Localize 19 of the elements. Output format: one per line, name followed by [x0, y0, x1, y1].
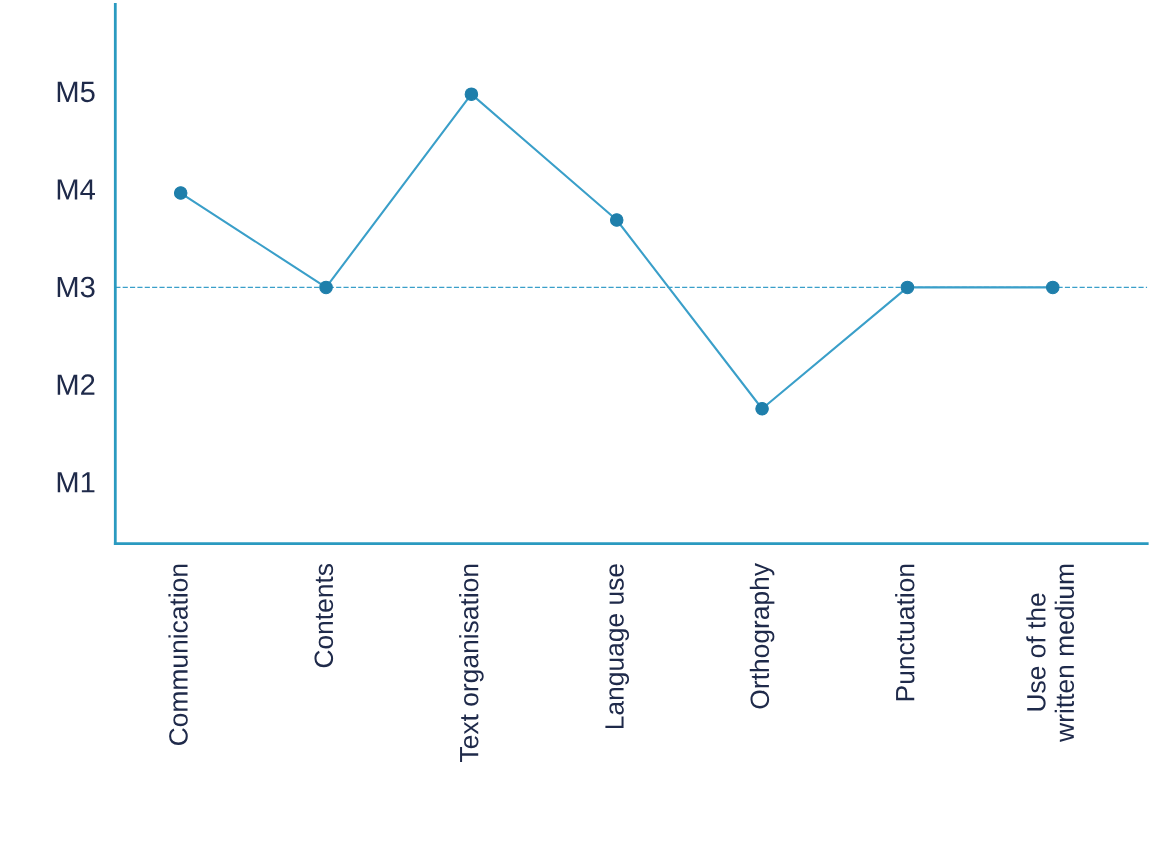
- point: [1045, 280, 1060, 295]
- x-tick-label: Use of the written medium: [1026, 564, 1075, 742]
- text: M5: [57, 81, 95, 103]
- text: M2: [57, 374, 95, 395]
- x-tick-label: Communication: [168, 564, 188, 745]
- x-tick-label: Orthography: [749, 563, 775, 709]
- text: M1: [57, 472, 95, 493]
- x-tick-label: Language use: [605, 564, 630, 729]
- x-tick-label: Punctuation: [895, 564, 915, 701]
- point: [319, 280, 333, 295]
- x-tick-label: Contents: [314, 563, 334, 668]
- text: M3: [57, 276, 95, 298]
- point: [900, 280, 915, 295]
- x-tick-label: Text organisation: [459, 564, 484, 762]
- point: [173, 186, 188, 200]
- point: [464, 87, 479, 101]
- point: [755, 401, 769, 416]
- point: [609, 213, 624, 227]
- text: M4: [57, 179, 95, 200]
